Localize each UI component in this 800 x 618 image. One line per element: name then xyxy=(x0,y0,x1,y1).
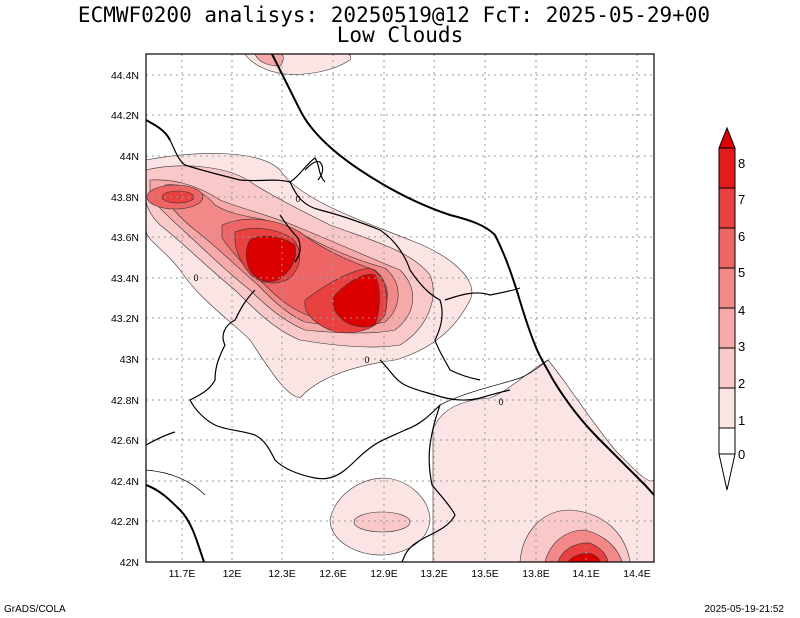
lon-tick-label: 14.4E xyxy=(623,568,650,580)
cloud-field-south xyxy=(329,477,431,556)
lat-tick-label: 42N xyxy=(120,557,139,569)
lon-tick-label: 13.5E xyxy=(471,568,498,580)
colorbar-swatch xyxy=(718,227,736,269)
cloud-field-southeast xyxy=(432,359,654,562)
colorbar-label: 3 xyxy=(738,339,745,354)
lon-tick-label: 11.7E xyxy=(169,568,196,580)
map-title: ECMWF0200 analisys: 20250519@12 FcT: 202… xyxy=(78,3,710,27)
lon-tick-label: 12.6E xyxy=(319,568,346,580)
lat-tick-label: 42.4N xyxy=(111,476,139,488)
colorbar-swatch xyxy=(718,307,736,349)
colorbar-label: 5 xyxy=(738,265,745,280)
colorbar-swatch xyxy=(718,147,736,189)
colorbar-swatch xyxy=(718,267,736,309)
lat-tick-label: 43.2N xyxy=(111,313,139,325)
contour-label-zero: 0 xyxy=(295,194,300,204)
lon-tick-label: 13.8E xyxy=(522,568,549,580)
colorbar-label: 8 xyxy=(738,156,745,171)
latitude-axis: 44.4N 44.2N 44N 43.8N 43.6N 43.4N 43.2N … xyxy=(111,70,139,569)
lat-tick-label: 43.4N xyxy=(111,273,139,285)
colorbar-label: 4 xyxy=(738,303,745,318)
lat-tick-label: 42.6N xyxy=(111,435,139,447)
colorbar-label: 7 xyxy=(738,192,745,207)
colorbar-top-arrow xyxy=(718,126,736,149)
lat-tick-label: 43N xyxy=(120,354,139,366)
contour-lines xyxy=(146,359,549,496)
lat-tick-label: 42.8N xyxy=(111,395,139,407)
plot-frame xyxy=(145,53,655,563)
colorbar-swatch xyxy=(718,347,736,389)
colorbar: 0 1 2 3 4 5 6 7 8 xyxy=(718,126,745,491)
lat-tick-label: 43.6N xyxy=(111,232,139,244)
map-plot-area: 0 0 0 0 xyxy=(146,54,654,562)
adriatic-coastline xyxy=(271,54,654,496)
colorbar-swatch xyxy=(718,187,736,229)
contour-label-zero: 0 xyxy=(364,355,369,365)
colorbar-label: 0 xyxy=(738,447,745,462)
contour-label-zero: 0 xyxy=(498,397,503,407)
lat-tick-label: 44N xyxy=(120,151,139,163)
map-subtitle: Low Clouds xyxy=(337,23,463,47)
colorbar-label: 1 xyxy=(738,413,745,428)
longitude-axis: 11.7E 12E 12.3E 12.6E 12.9E 13.2E 13.5E … xyxy=(169,568,651,580)
lon-tick-label: 13.2E xyxy=(420,568,447,580)
cloud-field-northwest xyxy=(146,153,473,399)
lat-tick-label: 44.2N xyxy=(111,110,139,122)
contour-label-zero: 0 xyxy=(193,273,198,283)
tyrrhenian-coastline xyxy=(146,484,205,562)
lon-tick-label: 12.3E xyxy=(268,568,295,580)
footer-software-label: GrADS/COLA xyxy=(4,604,66,615)
lat-tick-label: 44.4N xyxy=(111,70,139,82)
colorbar-label: 6 xyxy=(738,229,745,244)
regional-borders xyxy=(146,139,521,562)
colorbar-swatch xyxy=(718,387,736,429)
lat-tick-label: 42.2N xyxy=(111,516,139,528)
lat-tick-label: 43.8N xyxy=(111,192,139,204)
lon-tick-label: 12.9E xyxy=(370,568,397,580)
footer-timestamp: 2025-05-19-21:52 xyxy=(704,604,784,615)
colorbar-bottom-arrow xyxy=(718,453,736,491)
colorbar-swatch xyxy=(718,427,736,455)
colorbar-label: 2 xyxy=(738,376,745,391)
lon-tick-label: 12E xyxy=(223,568,242,580)
northwest-coastline xyxy=(146,119,171,141)
lon-tick-label: 14.1E xyxy=(572,568,599,580)
grid-lines xyxy=(146,54,654,562)
